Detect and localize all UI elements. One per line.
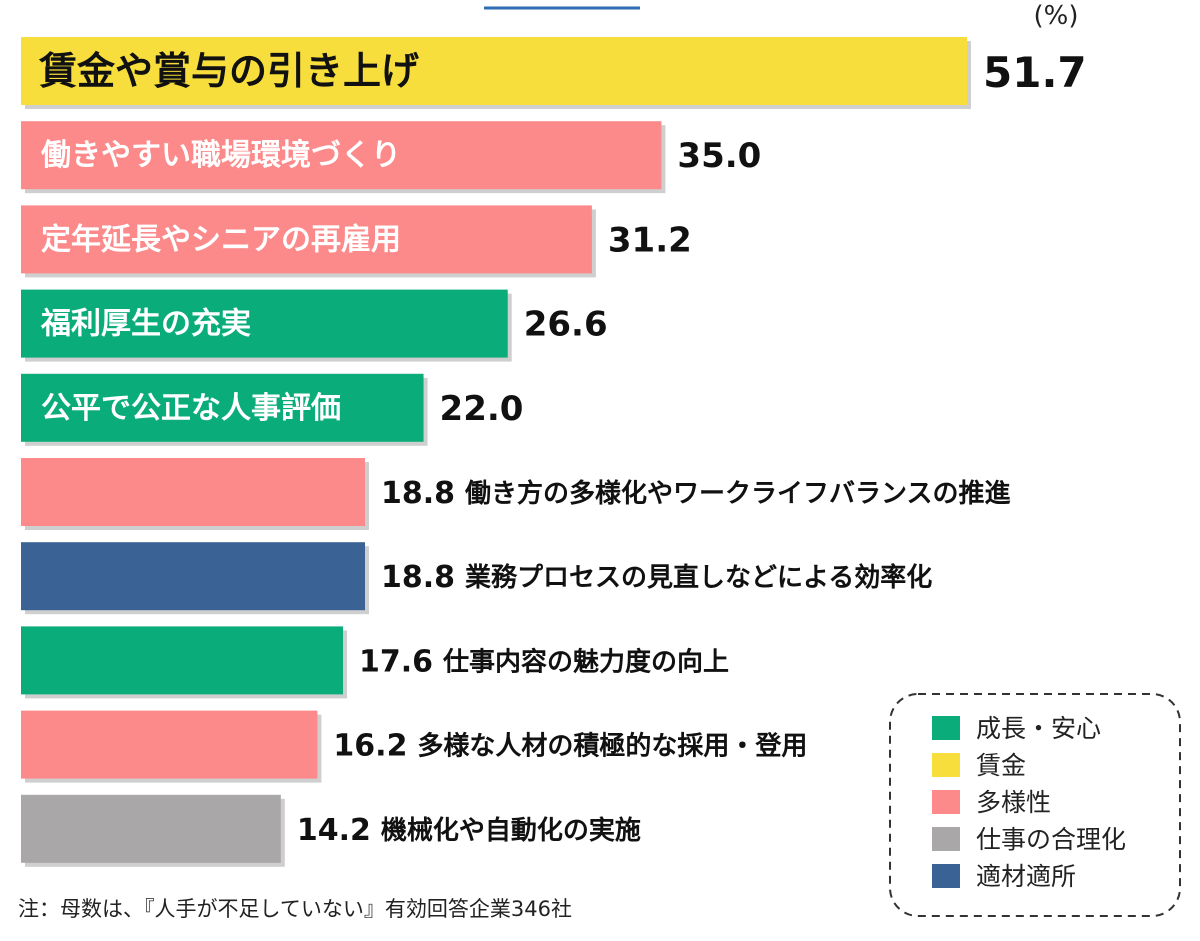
category-label: 多様な人材の積極的な採用・登用	[417, 731, 807, 762]
bar	[21, 710, 318, 779]
bar	[21, 121, 662, 190]
category-label: 働き方の多様化やワークライフバランスの推進	[464, 478, 1010, 509]
unit-label: (%)	[1034, 1, 1079, 31]
bar	[21, 794, 281, 863]
value-label: 31.2	[608, 220, 692, 260]
legend-swatch	[932, 753, 960, 777]
value-label: 18.8	[381, 560, 455, 595]
value-label: 51.7	[983, 48, 1087, 97]
bar-label: 働きやすい職場環境づくり	[40, 138, 401, 173]
bar	[21, 205, 592, 274]
legend-label: 多様性	[976, 788, 1051, 817]
category-label: 仕事内容の魅力度の向上	[442, 646, 729, 677]
value-label: 14.2	[297, 813, 371, 848]
legend-swatch	[932, 864, 960, 888]
bar	[21, 37, 967, 105]
value-label: 22.0	[440, 389, 524, 429]
value-label: 17.6	[359, 644, 433, 679]
legend-label: 適材適所	[976, 862, 1076, 891]
bar-label: 公平で公正な人事評価	[41, 391, 341, 426]
legend-swatch	[932, 827, 960, 851]
bar-label: 賃金や賞与の引き上げ	[38, 49, 419, 93]
bar	[21, 626, 344, 695]
category-label: 業務プロセスの見直しなどによる効率化	[465, 562, 932, 593]
bar	[21, 458, 365, 526]
legend-swatch	[932, 790, 960, 814]
legend-label: 賃金	[976, 751, 1026, 780]
legend-label: 仕事の合理化	[976, 825, 1126, 854]
footnote: 注：母数は、『人手が不足していない』有効回答企業346社	[18, 897, 572, 921]
legend-swatch	[932, 716, 960, 740]
value-label: 18.8	[381, 476, 455, 511]
bar	[21, 542, 365, 611]
bar-label: 定年延長やシニアの再雇用	[41, 222, 401, 257]
bar	[21, 289, 508, 358]
bar-label: 福利厚生の充実	[40, 307, 251, 342]
category-label: 機械化や自動化の実施	[381, 815, 641, 846]
value-label: 35.0	[677, 136, 761, 176]
legend-label: 成長・安心	[976, 714, 1101, 743]
bar	[21, 373, 424, 442]
bars-layer: 賃金や賞与の引き上げ 51.7 働きやすい職場環境づくり 35.0 定年延長やシニアの再…	[21, 37, 1087, 867]
legend-border	[889, 693, 1181, 917]
value-label: 26.6	[524, 305, 608, 345]
value-label: 16.2	[333, 729, 407, 764]
